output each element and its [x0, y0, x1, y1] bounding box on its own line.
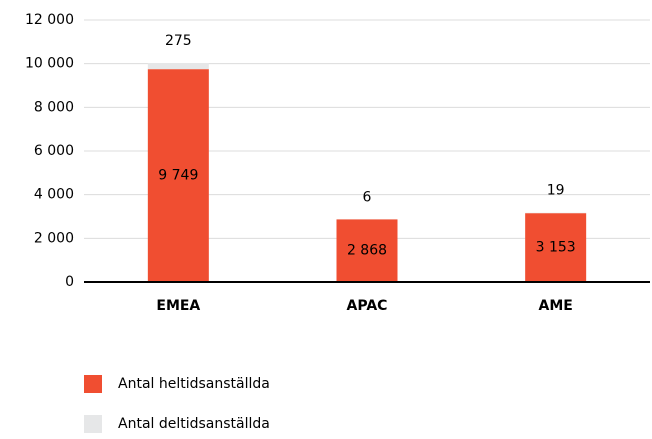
y-tick-label: 0: [65, 274, 74, 290]
legend-swatch: [84, 415, 102, 433]
y-tick-label: 2 000: [34, 230, 74, 246]
data-label: 9 749: [158, 168, 198, 184]
x-tick-label: EMEA: [156, 298, 200, 314]
y-tick-label: 4 000: [34, 187, 74, 203]
legend-label: Antal deltidsanställda: [118, 416, 270, 432]
bar-segment: [336, 219, 398, 282]
data-label: 2 868: [347, 243, 387, 259]
data-label: 6: [363, 189, 372, 205]
data-label: 19: [547, 183, 565, 199]
x-tick-label: APAC: [347, 298, 388, 314]
y-tick-label: 10 000: [25, 56, 74, 72]
bar-segment: [147, 69, 209, 282]
bar-segment: [525, 213, 587, 282]
y-tick-label: 12 000: [25, 12, 74, 28]
data-label: 3 153: [536, 240, 576, 256]
legend-swatch: [84, 375, 102, 393]
x-tick-label: AME: [538, 298, 572, 314]
y-tick-label: 8 000: [34, 99, 74, 115]
y-tick-label: 6 000: [34, 143, 74, 159]
legend-label: Antal heltidsanställda: [118, 376, 270, 392]
bar-segment: [147, 63, 209, 70]
data-label: 275: [165, 33, 192, 49]
